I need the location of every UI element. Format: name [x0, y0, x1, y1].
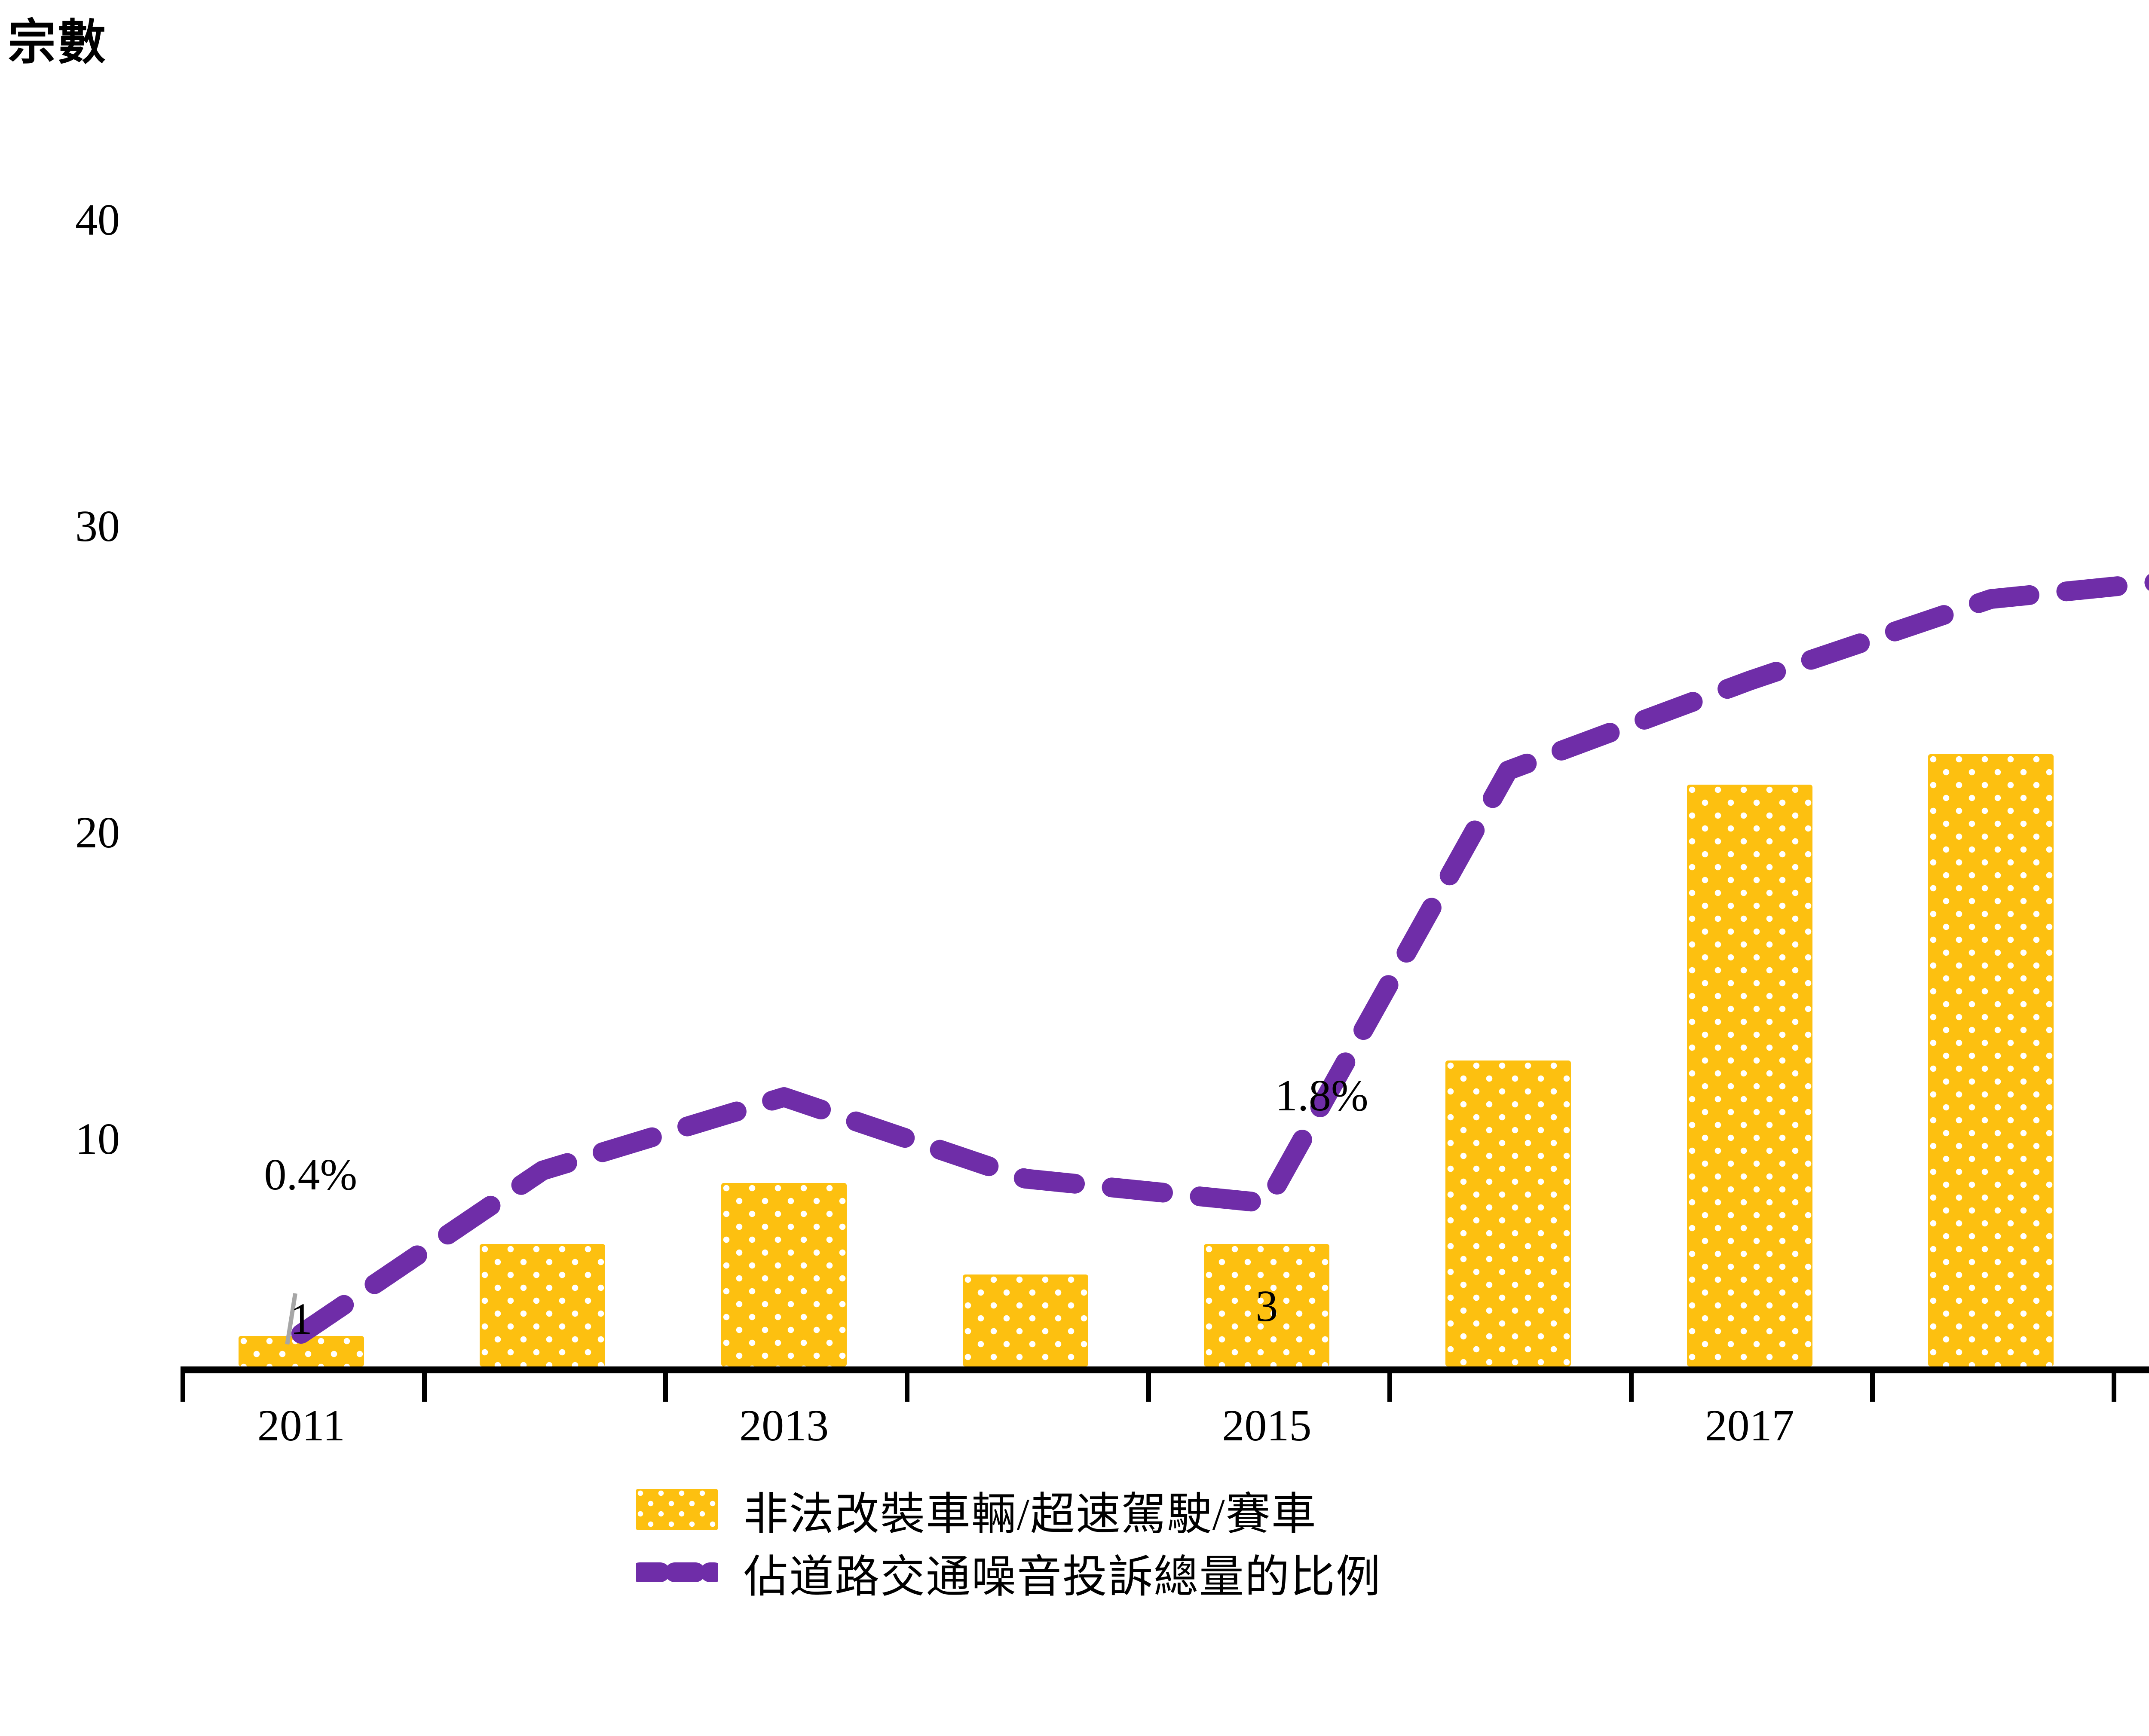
chart-legend: 非法改裝車輛/超速駕駛/賽車 佔道路交通噪音投訴總量的比例 [636, 1478, 2149, 1604]
bar-2018 [1928, 754, 2054, 1366]
left-axis-tick-10: 10 [75, 1114, 120, 1164]
plot-area [181, 142, 2149, 1366]
legend-label-bars: 非法改裝車輛/超速駕駛/賽車 [744, 1489, 1317, 1539]
left-axis-tick-20: 20 [75, 808, 120, 857]
legend-item-line[interactable]: 佔道路交通噪音投訴總量的比例 [636, 1541, 2149, 1604]
x-tick-7 [1870, 1373, 1875, 1402]
pct-value-label-2011: 0.4% [264, 1150, 358, 1199]
bar-2014 [962, 1274, 1088, 1366]
left-axis-tick-40: 40 [75, 195, 120, 245]
legend-label-line: 佔道路交通噪音投訴總量的比例 [744, 1552, 1382, 1602]
bar-value-label-2011: 1 [290, 1294, 312, 1344]
left-axis-tick-30: 30 [75, 501, 120, 551]
pct-value-label-2015: 1.8% [1275, 1071, 1368, 1120]
x-tick-2 [663, 1373, 668, 1402]
x-tick-4 [1146, 1373, 1151, 1402]
x-tick-1 [422, 1373, 427, 1402]
x-tick-6 [1629, 1373, 1634, 1402]
legend-item-bars[interactable]: 非法改裝車輛/超速駕駛/賽車 [636, 1478, 2149, 1541]
legend-bar-swatch-icon [636, 1489, 718, 1530]
bar-2012 [480, 1244, 606, 1366]
percentage-line-series [291, 573, 2149, 1344]
x-axis-label-2017: 2017 [1705, 1401, 1794, 1450]
x-axis-label-2015: 2015 [1222, 1401, 1312, 1450]
x-axis-label-2013: 2013 [739, 1401, 829, 1450]
x-tick-8 [2112, 1373, 2117, 1402]
bar-2015 [1204, 1244, 1330, 1366]
bar-2013 [721, 1183, 847, 1366]
bar-2016 [1445, 1060, 1571, 1366]
x-tick-5 [1387, 1373, 1393, 1402]
left-axis-title: 宗數 [8, 15, 107, 69]
bar-2017 [1687, 785, 1812, 1366]
bar-value-label-2015: 3 [1255, 1281, 1278, 1331]
x-axis-label-2011: 2011 [257, 1401, 345, 1450]
x-tick-0 [181, 1373, 185, 1402]
x-tick-3 [904, 1373, 909, 1402]
legend-dashed-line-swatch-icon [636, 1552, 718, 1593]
x-axis-line [181, 1366, 2149, 1373]
